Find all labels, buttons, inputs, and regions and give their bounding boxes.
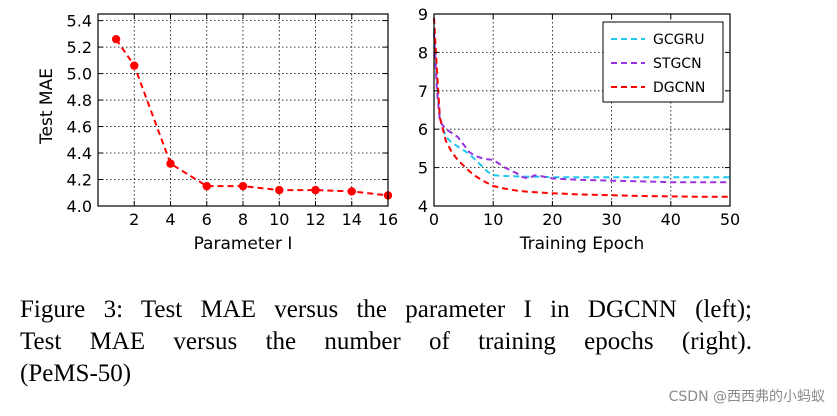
right-y-tick-label: 7 [418, 82, 428, 101]
chart-left-mae-vs-parameter: 2 4 6 8 10 12 14 16 4.0 4.2 4.4 4.6 4.8 5.0 5.2 5.4 Par… [37, 12, 398, 254]
right-x-tick-label: 30 [601, 210, 621, 229]
right-legend: GCGRU STGCN DGCNN [602, 21, 724, 103]
figure-caption: Figure 3: Test MAE versus the parameter … [20, 294, 752, 390]
left-data-point [275, 185, 284, 195]
left-x-tick-label: 6 [202, 210, 212, 229]
right-series-line-dgcnn [433, 17, 730, 198]
right-x-tick-label: 40 [661, 210, 681, 229]
left-x-tick-label: 16 [378, 210, 398, 229]
right-x-tick-label: 0 [429, 210, 439, 229]
left-data-point [347, 187, 356, 196]
left-grid [98, 14, 389, 206]
left-ticks: 2 4 6 8 10 12 14 16 4.0 4.2 4.4 4.6 4.8 5.0 5.2 5.4 [67, 12, 399, 229]
right-y-tick-label: 8 [418, 43, 428, 62]
right-x-tick-label: 20 [542, 210, 562, 229]
caption-line-1: Figure 3: Test MAE versus the parameter … [20, 296, 752, 323]
left-series [111, 34, 393, 200]
right-ticks: 0 10 20 30 40 50 4 5 6 7 8 9 [418, 5, 740, 229]
right-series [433, 17, 730, 198]
left-x-tick-label: 12 [305, 210, 325, 229]
legend-label-gcgru: GCGRU [653, 32, 704, 48]
right-x-tick-label: 10 [483, 210, 503, 229]
left-y-tick-label: 5.2 [67, 38, 92, 57]
left-data-point [130, 61, 139, 70]
chart-right-mae-vs-epoch: 0 10 20 30 40 50 4 5 6 7 8 9 Training Epoch GCGRU ST… [418, 5, 740, 254]
right-x-tick-label: 50 [720, 210, 740, 229]
right-y-tick-label: 4 [418, 197, 428, 216]
left-data-point [166, 159, 175, 168]
left-series-line-dgcnn [115, 38, 389, 197]
watermark-text: CSDN @西西弗的小蚂蚁 [668, 389, 825, 405]
legend-label-stgcn: STGCN [653, 56, 702, 72]
left-data-point [202, 181, 211, 191]
legend-label-dgcnn: DGCNN [653, 80, 705, 96]
right-y-tick-label: 9 [418, 5, 428, 24]
left-y-tick-label: 4.4 [67, 144, 92, 163]
left-y-tick-label: 4.6 [67, 118, 92, 137]
right-series-line-gcgru [433, 29, 730, 179]
left-y-tick-label: 4.8 [67, 91, 92, 110]
left-data-point [311, 185, 320, 195]
left-x-tick-label: 4 [165, 210, 175, 229]
left-x-tick-label: 14 [342, 210, 362, 229]
left-x-axis-label: Parameter I [194, 234, 293, 254]
caption-line-2: Test MAE versus the number of training e… [20, 328, 752, 355]
left-y-tick-label: 4.2 [67, 171, 92, 190]
left-y-tick-label: 5.0 [67, 65, 92, 84]
left-data-point [111, 34, 121, 44]
right-plot-frame [433, 13, 731, 207]
left-x-tick-label: 2 [129, 210, 139, 229]
left-data-point [238, 181, 248, 191]
left-y-tick-label: 4.0 [67, 197, 92, 216]
left-y-tick-label: 5.4 [67, 12, 92, 31]
right-y-tick-label: 6 [418, 120, 428, 139]
left-y-axis-label: Test MAE [37, 68, 57, 145]
right-x-axis-label: Training Epoch [519, 234, 645, 254]
right-y-tick-label: 5 [418, 159, 428, 178]
left-x-tick-label: 8 [238, 210, 248, 229]
caption-line-3: (PeMS-50) [20, 360, 132, 387]
left-x-tick-label: 10 [269, 210, 289, 229]
